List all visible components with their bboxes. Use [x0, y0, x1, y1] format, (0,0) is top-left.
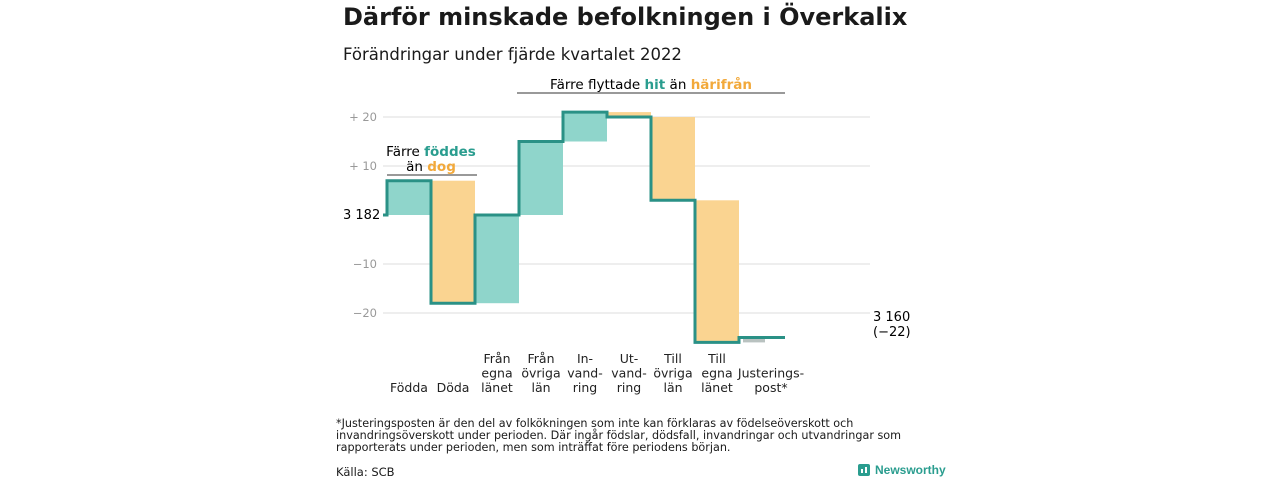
- y-tick-label: −10: [353, 257, 377, 271]
- footnote: *Justeringsposten är den del av folkökni…: [336, 417, 902, 454]
- category-label: egna: [701, 366, 732, 381]
- category-label: ring: [617, 380, 641, 395]
- annotation-birth-highlight: föddes: [424, 144, 476, 160]
- annotation-death-highlight: dog: [427, 159, 456, 175]
- annotation-move-mid: än: [670, 77, 687, 93]
- category-label: Från: [483, 351, 510, 366]
- annotation-death-text: än: [406, 159, 423, 175]
- waterfall-chart: + 20+ 10−10−20 Födda DödaFrånegnalänetFrå…: [343, 76, 911, 395]
- category-label: ring: [573, 380, 597, 395]
- category-label: In-: [577, 351, 593, 366]
- svg-text:än dog: än dog: [406, 159, 456, 175]
- category-label: Till: [663, 351, 682, 366]
- category-label: länet: [481, 380, 513, 395]
- waterfall-bar: [695, 200, 739, 343]
- category-label: Födda: [390, 380, 428, 395]
- annotation-birth-text: Färre: [386, 144, 420, 160]
- birth-death-annotation: Färre föddes än dog: [386, 144, 477, 176]
- category-label: Ut-: [620, 351, 639, 366]
- category-label: egna: [481, 366, 512, 381]
- y-tick-label: −20: [353, 306, 377, 320]
- waterfall-bar: [563, 112, 607, 142]
- annotation-move-highlight-harifran: härifrån: [691, 76, 752, 93]
- category-label: Justerings-: [737, 366, 804, 381]
- chart-title: Därför minskade befolkningen i Överkalix: [343, 3, 908, 31]
- end-value-label: 3 160: [873, 310, 910, 325]
- annotation-move-highlight-hit: hit: [645, 77, 666, 93]
- category-label: vand-: [611, 366, 646, 381]
- svg-text:Färre flyttade hit: Färre flyttade hit än härifrån: [550, 76, 752, 93]
- waterfall-bar: [651, 117, 695, 201]
- category-label: Från: [527, 351, 554, 366]
- waterfall-bar: [475, 215, 519, 304]
- end-change-label: (−22): [873, 325, 911, 340]
- migration-annotation: Färre flyttade hit än härifrån: [517, 76, 785, 94]
- waterfall-bar: [519, 141, 563, 215]
- source-label: Källa: SCB: [336, 465, 395, 479]
- brand-name: Newsworthy: [875, 463, 946, 477]
- category-label: länet: [701, 380, 733, 395]
- waterfall-bar: [743, 337, 765, 343]
- bar-chart-icon: [858, 464, 870, 476]
- category-label: vand-: [567, 366, 602, 381]
- y-tick-label: + 20: [349, 110, 377, 124]
- waterfall-bar: [431, 180, 475, 304]
- start-value-label: 3 182: [343, 208, 380, 223]
- cumulative-step-line: [383, 110, 785, 344]
- category-label: övriga: [653, 366, 692, 381]
- waterfall-bar: [607, 112, 651, 117]
- category-label: län: [531, 380, 550, 395]
- svg-text:Färre föddes: Färre föddes: [386, 144, 476, 160]
- waterfall-bar: [387, 180, 431, 215]
- category-label: län: [663, 380, 682, 395]
- chart-subtitle: Förändringar under fjärde kvartalet 2022: [343, 45, 682, 64]
- category-label: övriga: [521, 366, 560, 381]
- category-label: Döda: [437, 380, 470, 395]
- brand-logo: Newsworthy: [858, 463, 946, 477]
- category-label: Till: [707, 351, 726, 366]
- y-tick-label: + 10: [349, 159, 377, 173]
- annotation-move-text: Färre flyttade: [550, 77, 640, 93]
- category-label: post*: [754, 380, 787, 395]
